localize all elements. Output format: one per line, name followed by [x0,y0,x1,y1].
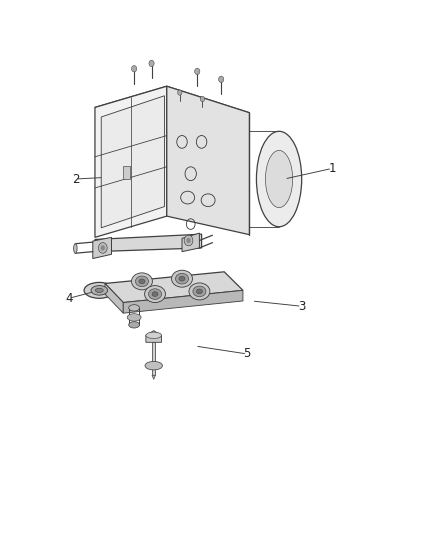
Ellipse shape [148,289,162,300]
Polygon shape [105,284,123,313]
Polygon shape [167,86,250,235]
Text: 2: 2 [72,173,79,185]
Polygon shape [93,237,112,259]
Text: 5: 5 [244,348,251,360]
Ellipse shape [84,282,115,298]
Text: 3: 3 [298,300,305,313]
Ellipse shape [196,289,202,294]
Polygon shape [95,86,167,237]
Circle shape [99,243,107,253]
Ellipse shape [95,288,103,293]
Polygon shape [182,233,199,252]
Circle shape [131,66,137,72]
Circle shape [149,60,154,67]
Ellipse shape [193,286,206,297]
Ellipse shape [129,305,140,311]
Ellipse shape [179,276,185,281]
Polygon shape [123,166,130,179]
Ellipse shape [135,276,148,287]
Polygon shape [146,330,162,342]
Circle shape [219,76,224,83]
Ellipse shape [74,244,77,253]
Text: 1: 1 [328,162,336,175]
Circle shape [184,235,193,246]
Polygon shape [101,96,164,228]
Ellipse shape [139,279,145,284]
Ellipse shape [265,150,293,208]
Circle shape [178,90,182,95]
Ellipse shape [176,273,188,284]
Text: 4: 4 [65,292,73,305]
Ellipse shape [91,286,108,295]
Ellipse shape [129,321,140,328]
Ellipse shape [146,332,162,338]
Ellipse shape [127,314,141,321]
Ellipse shape [152,292,158,296]
Polygon shape [105,272,243,303]
Circle shape [101,245,105,251]
Ellipse shape [189,283,210,300]
Polygon shape [152,375,155,379]
Polygon shape [152,342,155,375]
Circle shape [186,238,191,243]
Circle shape [200,96,205,102]
Ellipse shape [131,273,152,290]
Ellipse shape [172,270,192,287]
Polygon shape [95,86,250,131]
Circle shape [194,68,200,75]
Ellipse shape [145,361,162,370]
Polygon shape [123,290,243,313]
Ellipse shape [145,286,166,303]
Polygon shape [95,234,201,252]
Ellipse shape [256,131,302,227]
